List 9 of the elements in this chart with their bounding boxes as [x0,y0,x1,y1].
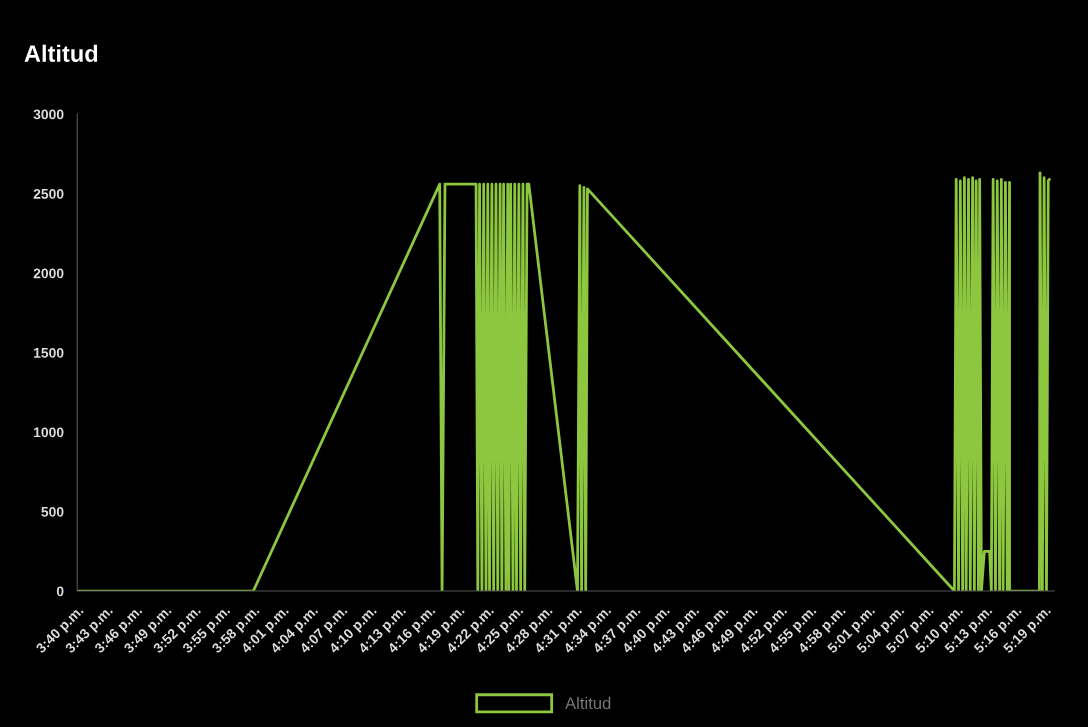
y-tick-label: 1500 [34,347,64,358]
y-tick-label: 1000 [34,427,64,438]
y-tick-label: 500 [41,506,64,517]
chart-title: Altitud [24,44,98,63]
y-tick-label: 3000 [33,109,64,120]
y-tick-label: 2500 [33,188,64,199]
legend-label: Altitud [565,696,611,710]
y-tick-label: 0 [56,586,64,597]
y-tick-label: 2000 [33,268,64,279]
